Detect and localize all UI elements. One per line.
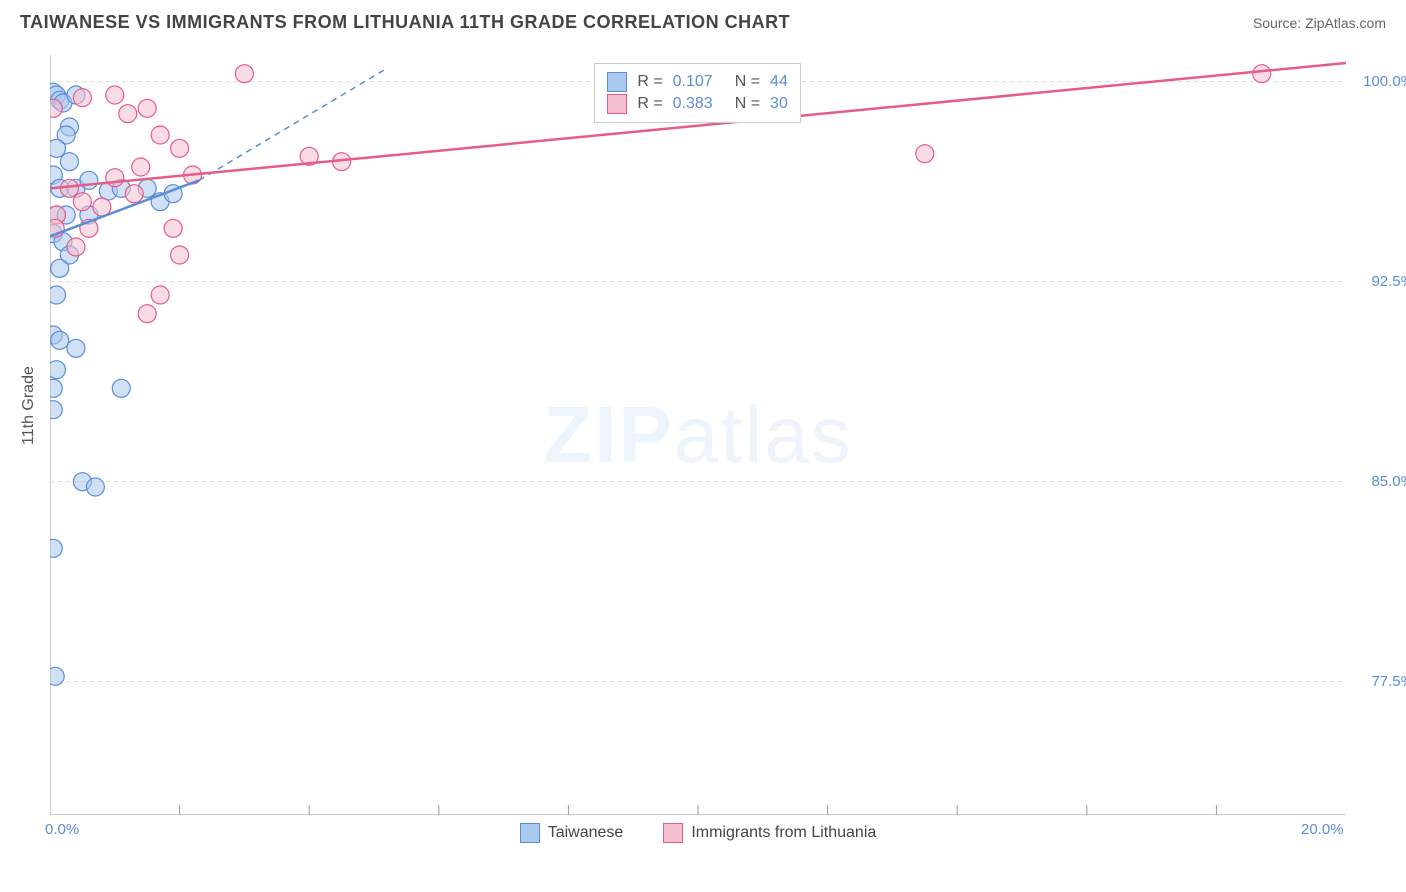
legend-label: Immigrants from Lithuania [691, 824, 876, 842]
y-tick-label: 92.5% [1371, 273, 1406, 290]
legend-label: Taiwanese [548, 824, 624, 842]
swatch-icon [663, 823, 683, 843]
legend-item: Taiwanese [520, 823, 624, 843]
chart-title: TAIWANESE VS IMMIGRANTS FROM LITHUANIA 1… [20, 12, 790, 33]
stats-row: R = 0.107N = 44 [607, 72, 788, 92]
swatch-icon [607, 72, 627, 92]
y-tick-label: 100.0% [1363, 73, 1406, 90]
stats-legend-box: R = 0.107N = 44R = 0.383N = 30 [594, 63, 801, 123]
y-tick-label: 85.0% [1371, 473, 1406, 490]
source-label: Source: ZipAtlas.com [1253, 15, 1386, 31]
y-axis-label: 11th Grade [20, 366, 38, 445]
chart-area: ZIPatlas 11th Grade R = 0.107N = 44R = 0… [50, 55, 1346, 815]
swatch-icon [607, 94, 627, 114]
swatch-icon [520, 823, 540, 843]
legend-item: Immigrants from Lithuania [663, 823, 876, 843]
y-tick-label: 77.5% [1371, 673, 1406, 690]
series-legend: Taiwanese Immigrants from Lithuania [50, 823, 1346, 843]
scatter-plot [50, 55, 1346, 815]
stats-row: R = 0.383N = 30 [607, 94, 788, 114]
x-tick-label: 20.0% [1301, 821, 1344, 838]
x-tick-label: 0.0% [45, 821, 79, 838]
